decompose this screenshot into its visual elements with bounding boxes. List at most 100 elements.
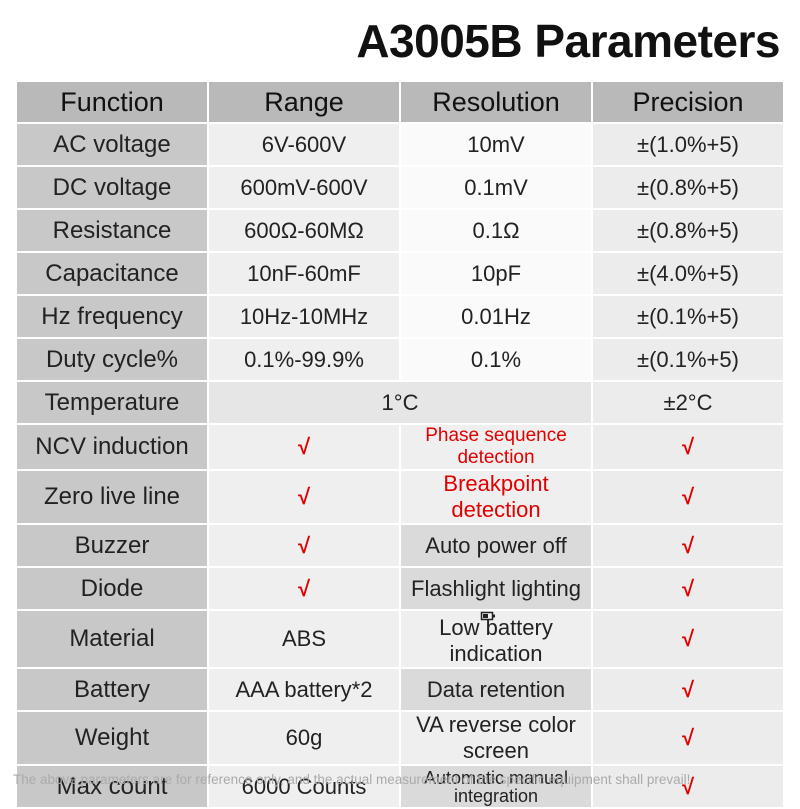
table-cell: 6V-600V	[207, 122, 401, 167]
table-cell: ±(0.1%+5)	[591, 294, 785, 339]
cell-text: √	[681, 434, 695, 459]
table-row: Temperature 1°C ±2°C	[15, 380, 785, 425]
cell-text: Battery	[73, 675, 151, 703]
table-row: Capacitance 10nF-60mF 10pF ±(4.0%+5)	[15, 251, 785, 296]
cell-text: 0.1%	[470, 346, 522, 372]
table-cell: 0.1mV	[399, 165, 593, 210]
table-cell: ±(4.0%+5)	[591, 251, 785, 296]
cell-text: AC voltage	[53, 130, 171, 158]
table-cell: Resistance	[15, 208, 209, 253]
table-cell: Phase sequence detection	[399, 423, 593, 471]
parameter-table: Function Range Resolution Precision AC volt…	[15, 80, 785, 809]
table-cell: √	[207, 523, 401, 568]
table-cell: 1°C	[207, 380, 593, 425]
table-cell: Duty cycle%	[15, 337, 209, 382]
table-row: NCV induction √ Phase sequence detection √	[15, 423, 785, 471]
table-cell: √	[207, 566, 401, 611]
table-cell: Buzzer	[15, 523, 209, 568]
cell-text: √	[681, 484, 695, 509]
cell-text: ±(4.0%+5)	[637, 260, 739, 286]
cell-text: Flashlight lighting	[411, 575, 581, 601]
cell-text: ABS	[281, 626, 327, 651]
cell-text: Weight	[74, 724, 150, 751]
table-cell: Zero live line	[15, 469, 209, 525]
cell-text: √	[681, 725, 695, 750]
footer-note: The above parameters are for reference o…	[13, 772, 691, 787]
cell-text: √	[681, 676, 695, 702]
table-cell: 10Hz-10MHz	[207, 294, 401, 339]
table-cell: Flashlight lighting	[399, 566, 593, 611]
table-row: DC voltage 600mV-600V 0.1mV ±(0.8%+5)	[15, 165, 785, 210]
table-cell: √	[591, 423, 785, 471]
table-cell: 10mV	[399, 122, 593, 167]
cell-text: NCV induction	[35, 433, 189, 460]
table-cell: √	[207, 469, 401, 525]
cell-text: Data retention	[426, 676, 566, 702]
cell-text: 1°C	[381, 389, 419, 415]
cell-text: 0.1mV	[464, 174, 528, 200]
cell-text: Max count	[56, 772, 168, 800]
table-cell: Breakpoint detection	[399, 469, 593, 525]
table-cell: ±(0.8%+5)	[591, 208, 785, 253]
cell-text: 6V-600V	[261, 131, 347, 157]
table-cell: √	[591, 469, 785, 525]
table-cell: Capacitance	[15, 251, 209, 296]
cell-text: Breakpoint detection	[443, 471, 549, 522]
table-cell: √	[207, 423, 401, 471]
cell-text: Auto power off	[425, 532, 567, 558]
table-cell: AC voltage	[15, 122, 209, 167]
table-cell: 60g	[207, 710, 401, 766]
cell-text: Material	[69, 625, 155, 652]
column-header: Resolution	[399, 80, 593, 124]
cell-text: √	[681, 773, 695, 799]
cell-text: 0.1%-99.9%	[244, 346, 364, 372]
cell-text: ±(0.8%+5)	[637, 174, 739, 200]
cell-text: 6000 Counts	[241, 773, 367, 799]
cell-text: ±(0.1%+5)	[637, 303, 739, 329]
cell-text: √	[297, 532, 311, 558]
table-cell: √	[591, 523, 785, 568]
table-cell: NCV induction	[15, 423, 209, 471]
table-row: Battery AAA battery*2 Data retention √	[15, 667, 785, 712]
cell-text: 60g	[285, 725, 323, 750]
cell-text: 10mV	[467, 131, 525, 157]
title: A3005B Parameters	[356, 15, 780, 67]
cell-text: √	[297, 484, 311, 509]
cell-text: VA reverse color screen	[416, 712, 576, 763]
table-cell: Battery	[15, 667, 209, 712]
table-row: Resistance 600Ω-60MΩ 0.1Ω ±(0.8%+5)	[15, 208, 785, 253]
cell-text: 10pF	[470, 260, 522, 286]
table-cell: ABS	[207, 609, 401, 669]
table-row: Hz frequency 10Hz-10MHz 0.01Hz ±(0.1%+5)	[15, 294, 785, 339]
table-cell: Auto power off	[399, 523, 593, 568]
cell-text: 600Ω-60MΩ	[244, 217, 364, 243]
cell-text: ±2°C	[663, 389, 713, 415]
cell-text: Hz frequency	[41, 302, 183, 330]
table-cell: ±(0.1%+5)	[591, 337, 785, 382]
cell-text: 0.1Ω	[472, 217, 520, 243]
cell-text: 0.01Hz	[461, 303, 531, 329]
table-row: AC voltage 6V-600V 10mV ±(1.0%+5)	[15, 122, 785, 167]
table-cell: Temperature	[15, 380, 209, 425]
table-cell: 0.1%	[399, 337, 593, 382]
table-cell: VA reverse color screen	[399, 710, 593, 766]
table-cell: ±2°C	[591, 380, 785, 425]
table-cell: 0.01Hz	[399, 294, 593, 339]
battery-tip	[493, 614, 495, 618]
cell-text: √	[681, 626, 695, 651]
battery-body	[480, 612, 494, 621]
table-cell: 600mV-600V	[207, 165, 401, 210]
table-cell: Data retention	[399, 667, 593, 712]
cell-text: ±(0.1%+5)	[637, 346, 739, 372]
table-cell: √	[591, 566, 785, 611]
cell-text: 10Hz-10MHz	[239, 303, 369, 329]
table-cell: Material	[15, 609, 209, 669]
battery-level	[483, 614, 488, 618]
cell-text: Capacitance	[45, 259, 179, 287]
table-cell: DC voltage	[15, 165, 209, 210]
cell-text: ±(1.0%+5)	[637, 131, 739, 157]
header-row: Function Range Resolution Precision	[15, 80, 785, 124]
cell-text: AAA battery*2	[235, 676, 373, 702]
cell-text: √	[297, 434, 311, 459]
